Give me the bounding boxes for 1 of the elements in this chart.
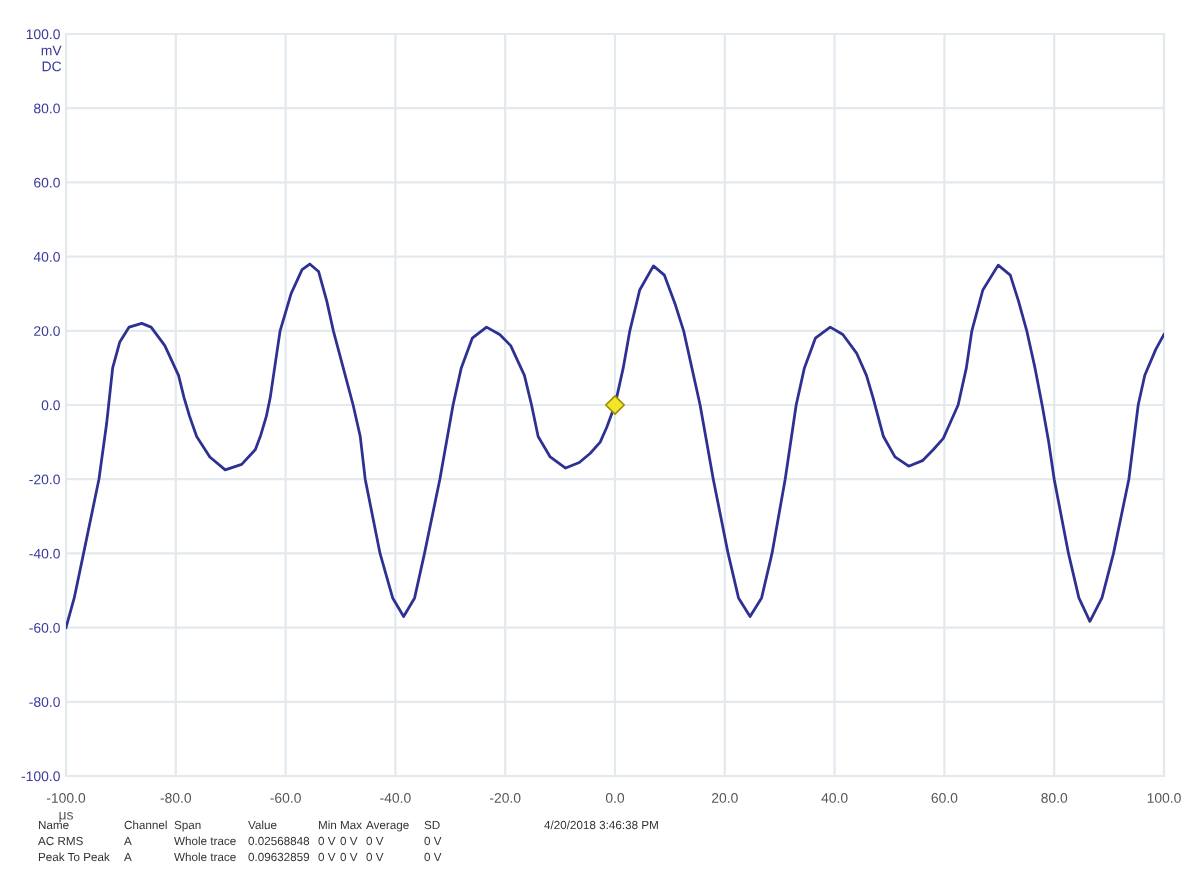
line-series — [66, 262, 1164, 629]
